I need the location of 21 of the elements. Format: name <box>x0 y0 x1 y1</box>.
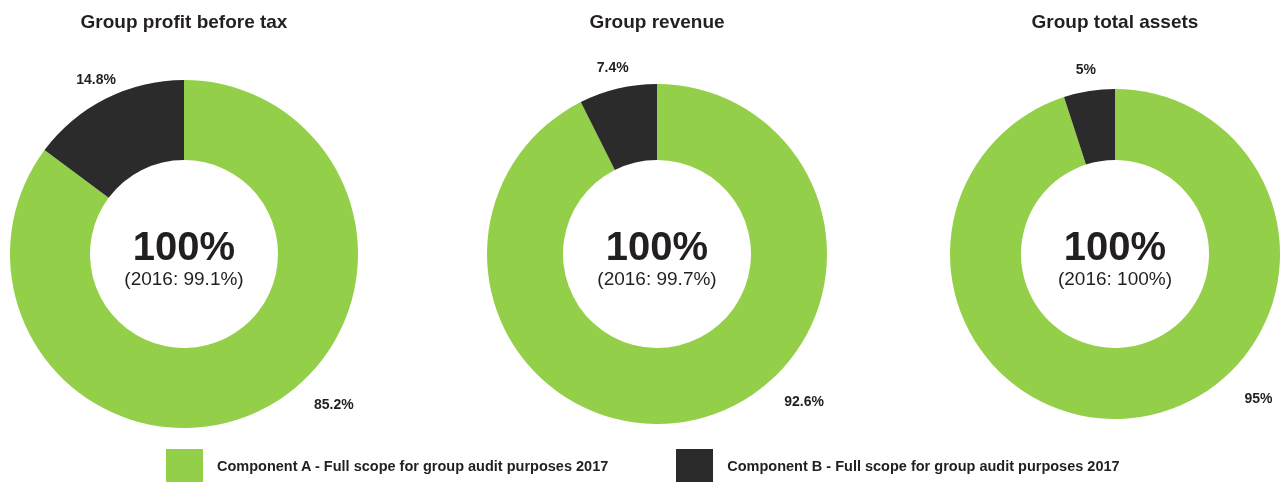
data-label: 7.4% <box>596 59 630 76</box>
chart-title: Group profit before tax <box>80 11 288 32</box>
legend-label: Component A - Full scope for group audit purposes 2017 <box>217 457 609 474</box>
data-label: 92.6% <box>784 393 825 410</box>
text: (2016: 99.7%) <box>597 267 717 289</box>
chart-title: Group total assets <box>1031 11 1199 32</box>
donut-slice <box>950 89 1280 419</box>
text: 100% <box>1063 224 1167 268</box>
data-label: 14.8% <box>76 70 117 87</box>
text: (2016: 99.1%) <box>124 267 244 289</box>
text: 100% <box>132 224 236 268</box>
donut-slice <box>1064 89 1115 165</box>
donut-slice <box>580 84 657 170</box>
legend-label: Component B - Full scope for group audit purposes 2017 <box>727 457 1120 474</box>
data-label: 85.2% <box>314 395 355 412</box>
data-label: 5% <box>1075 61 1097 78</box>
donut-slice <box>487 84 827 424</box>
data-label: 95% <box>1244 389 1274 406</box>
chart-title: Group revenue <box>589 11 725 32</box>
text: 100% <box>605 224 709 268</box>
text: (2016: 100%) <box>1057 267 1173 289</box>
